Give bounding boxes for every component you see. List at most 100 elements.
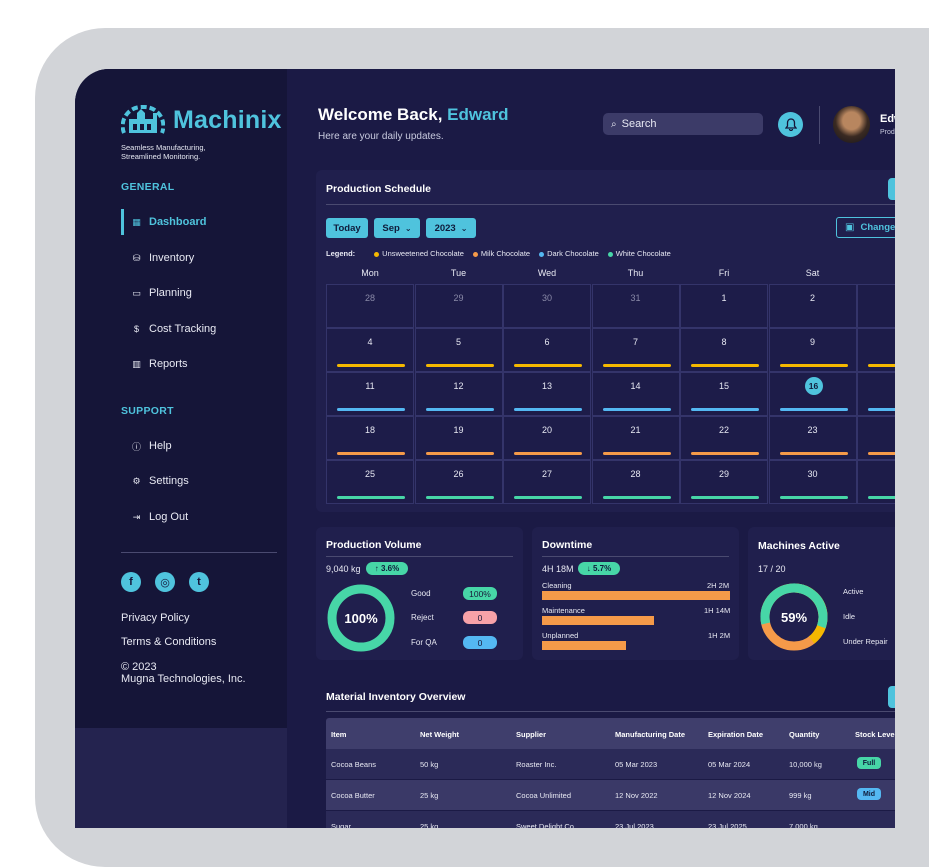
calendar-day[interactable]: 11 bbox=[326, 372, 414, 416]
calendar-day[interactable] bbox=[857, 284, 895, 328]
schedule-bar[interactable] bbox=[691, 408, 759, 411]
schedule-bar[interactable] bbox=[779, 408, 848, 411]
col-item[interactable]: Item bbox=[331, 730, 347, 739]
schedule-bar[interactable] bbox=[337, 364, 405, 367]
schedule-bar[interactable] bbox=[514, 496, 582, 499]
schedule-bar[interactable] bbox=[425, 496, 494, 499]
sidebar-item-planning[interactable]: ▭ Planning bbox=[121, 280, 271, 306]
schedule-bar[interactable] bbox=[868, 452, 895, 455]
sidebar-item-logout[interactable]: ⇥ Log Out bbox=[121, 504, 271, 530]
schedule-bar[interactable] bbox=[691, 364, 759, 367]
calendar-day[interactable] bbox=[857, 372, 895, 416]
schedule-bar[interactable] bbox=[337, 408, 405, 411]
schedule-bar[interactable] bbox=[514, 452, 582, 455]
month-select[interactable]: Sep ⌄ bbox=[374, 218, 420, 238]
calendar-day[interactable]: 9 bbox=[768, 328, 857, 372]
col-supplier[interactable]: Supplier bbox=[516, 730, 547, 739]
schedule-bar[interactable] bbox=[514, 364, 582, 367]
calendar-day[interactable]: 28 bbox=[591, 460, 680, 504]
col-quantity[interactable]: Quantity bbox=[789, 730, 820, 739]
schedule-bar[interactable] bbox=[691, 496, 759, 499]
today-button[interactable]: Today bbox=[326, 218, 368, 238]
calendar-day[interactable]: 21 bbox=[591, 416, 680, 460]
col-expiration-date[interactable]: Expiration Date bbox=[708, 730, 764, 739]
schedule-bar[interactable] bbox=[425, 408, 494, 411]
schedule-bar[interactable] bbox=[868, 496, 895, 499]
notification-button[interactable] bbox=[778, 112, 803, 137]
schedule-bar[interactable] bbox=[337, 452, 405, 455]
facebook-icon[interactable]: f bbox=[121, 572, 141, 592]
calendar-day[interactable]: 14 bbox=[591, 372, 680, 416]
volume-total: 9,040 kg bbox=[326, 564, 361, 574]
calendar-day[interactable]: 30 bbox=[503, 284, 591, 328]
calendar-day[interactable]: 23 bbox=[768, 416, 857, 460]
brand-logo[interactable]: Machinix bbox=[121, 103, 282, 137]
sidebar-item-help[interactable]: ⓘ Help bbox=[121, 433, 271, 459]
schedule-bar[interactable] bbox=[779, 364, 848, 367]
sidebar-item-dashboard[interactable]: ▦ Dashboard bbox=[121, 209, 271, 235]
change-button[interactable]: ▣ Change bbox=[836, 217, 895, 238]
schedule-bar[interactable] bbox=[691, 452, 759, 455]
privacy-policy-link[interactable]: Privacy Policy bbox=[121, 612, 190, 624]
inventory-action-button[interactable] bbox=[888, 686, 895, 708]
calendar-day[interactable]: 12 bbox=[414, 372, 503, 416]
calendar-day[interactable]: 28 bbox=[326, 284, 414, 328]
schedule-bar[interactable] bbox=[779, 452, 848, 455]
avatar[interactable] bbox=[833, 106, 870, 143]
sidebar-item-settings[interactable]: ⚙ Settings bbox=[121, 468, 271, 494]
schedule-bar[interactable] bbox=[337, 496, 405, 499]
calendar-day[interactable]: 7 bbox=[591, 328, 680, 372]
schedule-bar[interactable] bbox=[602, 496, 671, 499]
col-manufacturing-date[interactable]: Manufacturing Date bbox=[615, 730, 686, 739]
col-stock-level[interactable]: Stock Leve bbox=[855, 730, 895, 739]
col-net-weight[interactable]: Net Weight bbox=[420, 730, 460, 739]
calendar-day[interactable]: 30 bbox=[768, 460, 857, 504]
calendar-day[interactable]: 25 bbox=[326, 460, 414, 504]
year-select[interactable]: 2023 ⌄ bbox=[426, 218, 476, 238]
calendar-day[interactable]: 15 bbox=[680, 372, 768, 416]
schedule-action-button[interactable] bbox=[888, 178, 895, 200]
calendar-day[interactable]: 13 bbox=[503, 372, 591, 416]
terms-link[interactable]: Terms & Conditions bbox=[121, 636, 217, 648]
day-number: 28 bbox=[630, 469, 641, 479]
table-row[interactable]: Cocoa Butter 25 kg Cocoa Unlimited 12 Nov 2… bbox=[326, 780, 895, 810]
calendar-day[interactable]: 22 bbox=[680, 416, 768, 460]
calendar-day[interactable] bbox=[857, 416, 895, 460]
schedule-bar[interactable] bbox=[868, 408, 895, 411]
calendar-day[interactable]: 29 bbox=[414, 284, 503, 328]
schedule-bar[interactable] bbox=[425, 364, 494, 367]
schedule-divider bbox=[326, 204, 895, 205]
schedule-bar[interactable] bbox=[779, 496, 848, 499]
calendar-day[interactable]: 18 bbox=[326, 416, 414, 460]
calendar-day[interactable] bbox=[857, 460, 895, 504]
schedule-bar[interactable] bbox=[602, 364, 671, 367]
calendar-day[interactable] bbox=[857, 328, 895, 372]
calendar-day[interactable]: 2 bbox=[768, 284, 857, 328]
calendar-day[interactable]: 4 bbox=[326, 328, 414, 372]
day-header: Mon bbox=[361, 268, 379, 278]
calendar-day[interactable]: 29 bbox=[680, 460, 768, 504]
schedule-bar[interactable] bbox=[425, 452, 494, 455]
calendar-day[interactable]: 27 bbox=[503, 460, 591, 504]
calendar-day[interactable]: 1 bbox=[680, 284, 768, 328]
calendar-day[interactable]: 26 bbox=[414, 460, 503, 504]
sidebar-item-inventory[interactable]: ⛁ Inventory bbox=[121, 245, 271, 271]
schedule-bar[interactable] bbox=[868, 364, 895, 367]
twitter-icon[interactable]: t bbox=[189, 572, 209, 592]
calendar-day[interactable]: 19 bbox=[414, 416, 503, 460]
calendar-day[interactable]: 16 bbox=[768, 372, 857, 416]
search-input[interactable]: ⌕ Search bbox=[603, 113, 763, 135]
instagram-icon[interactable]: ◎ bbox=[155, 572, 175, 592]
table-row[interactable]: Sugar 25 kg Sweet Delight Co. 23 Jul 2023 23… bbox=[326, 811, 895, 828]
calendar-day[interactable]: 5 bbox=[414, 328, 503, 372]
calendar-day[interactable]: 6 bbox=[503, 328, 591, 372]
schedule-bar[interactable] bbox=[602, 452, 671, 455]
schedule-bar[interactable] bbox=[602, 408, 671, 411]
calendar-day[interactable]: 20 bbox=[503, 416, 591, 460]
calendar-day[interactable]: 31 bbox=[591, 284, 680, 328]
calendar-day[interactable]: 8 bbox=[680, 328, 768, 372]
sidebar-item-reports[interactable]: ▥ Reports bbox=[121, 351, 271, 377]
sidebar-item-cost-tracking[interactable]: $ Cost Tracking bbox=[121, 316, 271, 342]
table-row[interactable]: Cocoa Beans 50 kg Roaster Inc. 05 Mar 2023 0… bbox=[326, 749, 895, 779]
schedule-bar[interactable] bbox=[514, 408, 582, 411]
